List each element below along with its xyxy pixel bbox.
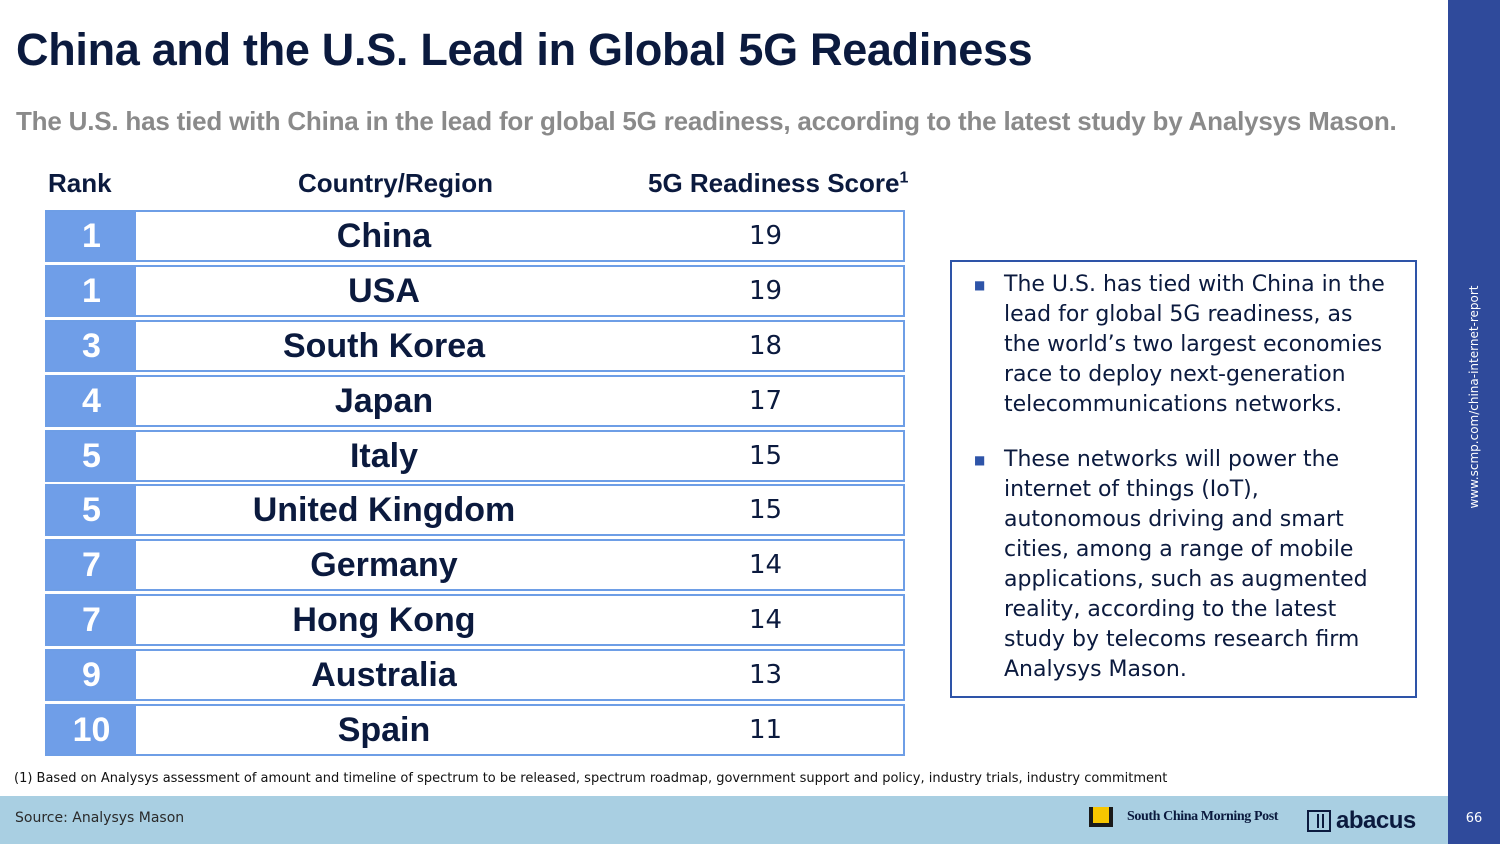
header-country: Country/Region [298, 168, 493, 198]
rank-cell: 3 [47, 322, 136, 370]
country-cell: China [336, 216, 432, 255]
page-title: China and the U.S. Lead in Global 5G Rea… [16, 24, 1033, 75]
bullet-text: The U.S. has tied with China in the lead… [1004, 272, 1385, 417]
callout-bullet: ■ These networks will power the internet… [974, 445, 1395, 685]
rank-cell: 10 [47, 706, 136, 754]
table-row: 5 Italy 15 [45, 430, 905, 482]
country-cell: Australia [311, 655, 457, 694]
table-row: 4 Japan 17 [45, 375, 905, 427]
table-row: 5 United Kingdom 15 [45, 484, 905, 536]
table-row: 10 Spain 11 [45, 704, 905, 756]
country-cell: Germany [310, 545, 458, 584]
right-sidebar: www.scmp.com/china-internet-report 66 [1448, 0, 1500, 844]
score-cell: 14 [749, 605, 783, 635]
score-cell: 15 [749, 441, 783, 471]
footer-bar: Source: Analysys Mason South China Morni… [0, 796, 1448, 844]
table-row: 7 Hong Kong 14 [45, 594, 905, 646]
footnote: (1) Based on Analysys assessment of amou… [14, 771, 1168, 786]
score-cell: 19 [749, 276, 783, 306]
rank-cell: 1 [47, 267, 136, 315]
bullet-square-icon: ■ [974, 278, 986, 292]
score-cell: 18 [749, 331, 783, 361]
header-score: 5G Readiness Score1 [648, 168, 908, 199]
country-cell: Japan [334, 381, 434, 420]
page-number: 66 [1465, 811, 1483, 826]
rank-cell: 9 [47, 651, 136, 699]
callout-bullet: ■ The U.S. has tied with China in the le… [974, 270, 1395, 420]
country-cell: Hong Kong [292, 600, 476, 639]
table-row: 1 USA 19 [45, 265, 905, 317]
rank-cell: 5 [47, 432, 136, 480]
score-cell: 17 [749, 386, 783, 416]
rank-cell: 1 [47, 212, 136, 260]
score-cell: 19 [749, 221, 783, 251]
source-text: Source: Analysys Mason [15, 810, 185, 826]
rank-cell: 5 [47, 486, 136, 534]
score-cell: 15 [749, 495, 783, 525]
rank-cell: 7 [47, 596, 136, 644]
callout-box: ■ The U.S. has tied with China in the le… [950, 260, 1417, 698]
abacus-logo-icon [1307, 810, 1331, 832]
score-cell: 11 [749, 715, 783, 745]
country-cell: Italy [349, 436, 419, 475]
table-row: 9 Australia 13 [45, 649, 905, 701]
table-row: 3 South Korea 18 [45, 320, 905, 372]
country-cell: United Kingdom [252, 490, 516, 529]
sidebar-url: www.scmp.com/china-internet-report [1467, 285, 1481, 509]
bullet-text: These networks will power the internet o… [1004, 447, 1368, 682]
scmp-logo-text: South China Morning Post [1127, 809, 1279, 824]
table-row: 1 China 19 [45, 210, 905, 262]
country-cell: USA [348, 271, 420, 310]
header-rank: Rank [48, 168, 112, 198]
table-row: 7 Germany 14 [45, 539, 905, 591]
country-cell: South Korea [282, 326, 486, 365]
scmp-logo-icon [1089, 807, 1113, 827]
header-score-footnote-mark: 1 [899, 169, 909, 187]
abacus-logo: abacus [1307, 807, 1416, 835]
header-score-label: 5G Readiness Score [648, 168, 900, 198]
scmp-logo: South China Morning Post [1089, 807, 1278, 827]
score-cell: 14 [749, 550, 783, 580]
country-cell: Spain [337, 710, 431, 749]
bullet-square-icon: ■ [974, 453, 986, 467]
rank-cell: 7 [47, 541, 136, 589]
score-cell: 13 [749, 660, 783, 690]
page-subtitle: The U.S. has tied with China in the lead… [16, 106, 1397, 136]
rank-cell: 4 [47, 377, 136, 425]
abacus-logo-text: abacus [1336, 807, 1416, 834]
